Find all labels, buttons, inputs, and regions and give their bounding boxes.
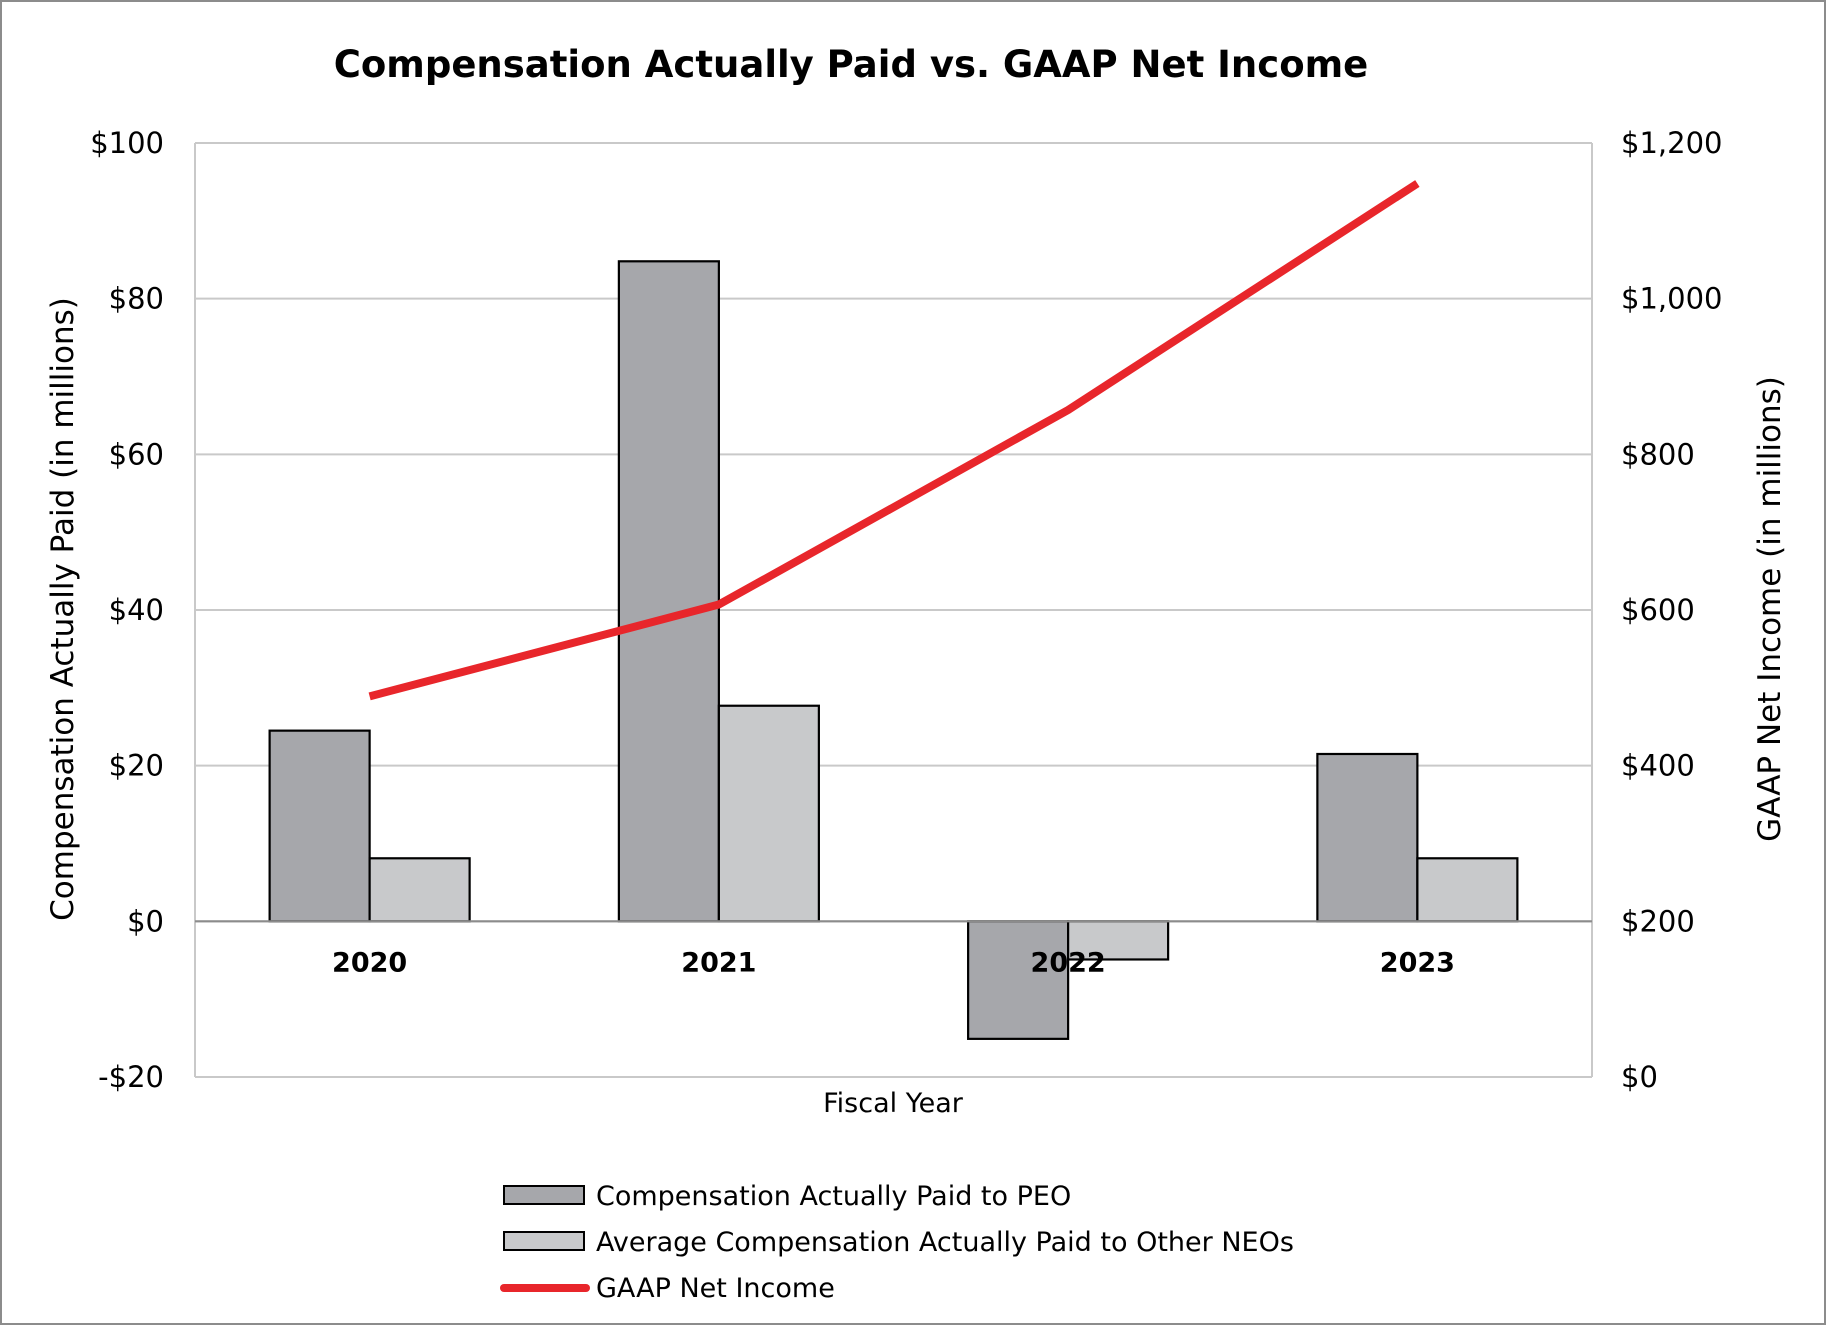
bar-peo [1316,752,1419,923]
bar-peo [617,260,720,923]
y-tick-label: $100 [90,126,164,160]
y2-tick-label: $0 [1621,1060,1658,1094]
x-axis-label: Fiscal Year [823,1088,964,1119]
legend-swatch-peo [503,1185,585,1205]
net-income-line [368,180,1420,701]
y2-tick-label: $400 [1621,749,1695,783]
left-axis-ticks: -$20 $0 $20 $40 $60 $80 $100 [90,126,164,1094]
bar-other-neos [1416,857,1519,923]
bar-other-neos [1067,920,1170,961]
y2-axis-label: GAAP Net Income (in millions) [1752,376,1788,842]
gridlines [194,142,1593,1078]
bar-other-neos [368,857,471,923]
y2-tick-label: $1,000 [1621,282,1722,316]
net-income-line-group [368,180,1420,701]
category-label: 2023 [1380,947,1455,978]
category-label: 2020 [332,947,407,978]
bar-peo [268,729,371,923]
chart-title: Compensation Actually Paid vs. GAAP Net … [334,43,1369,86]
bar-other-neos [717,704,820,923]
y-tick-label: $0 [127,904,164,938]
y2-tick-label: $800 [1621,437,1695,471]
legend-label: Compensation Actually Paid to PEO [596,1181,1071,1212]
bar-group [268,260,1519,1040]
category-label: 2022 [1031,947,1106,978]
y-tick-label: $60 [109,437,164,471]
y-tick-label: $40 [109,593,164,627]
y-tick-label: $20 [109,749,164,783]
bar-peo [967,920,1070,1040]
y2-tick-label: $600 [1621,593,1695,627]
y-tick-label: -$20 [98,1060,164,1094]
legend-label: Average Compensation Actually Paid to Ot… [596,1227,1294,1258]
y-tick-label: $80 [109,282,164,316]
y2-tick-label: $200 [1621,904,1695,938]
category-label: 2021 [681,947,756,978]
y-axis-label: Compensation Actually Paid (in millions) [45,297,81,921]
y2-tick-label: $1,200 [1621,126,1722,160]
legend-swatch-other-neos [503,1231,585,1251]
legend: Compensation Actually Paid to PEO Average… [500,1181,1294,1304]
category-labels: 2020 2021 2022 2023 [332,947,1455,978]
legend-label: GAAP Net Income [596,1273,835,1304]
right-axis-ticks: $0 $200 $400 $600 $800 $1,000 $1,200 [1621,126,1722,1094]
